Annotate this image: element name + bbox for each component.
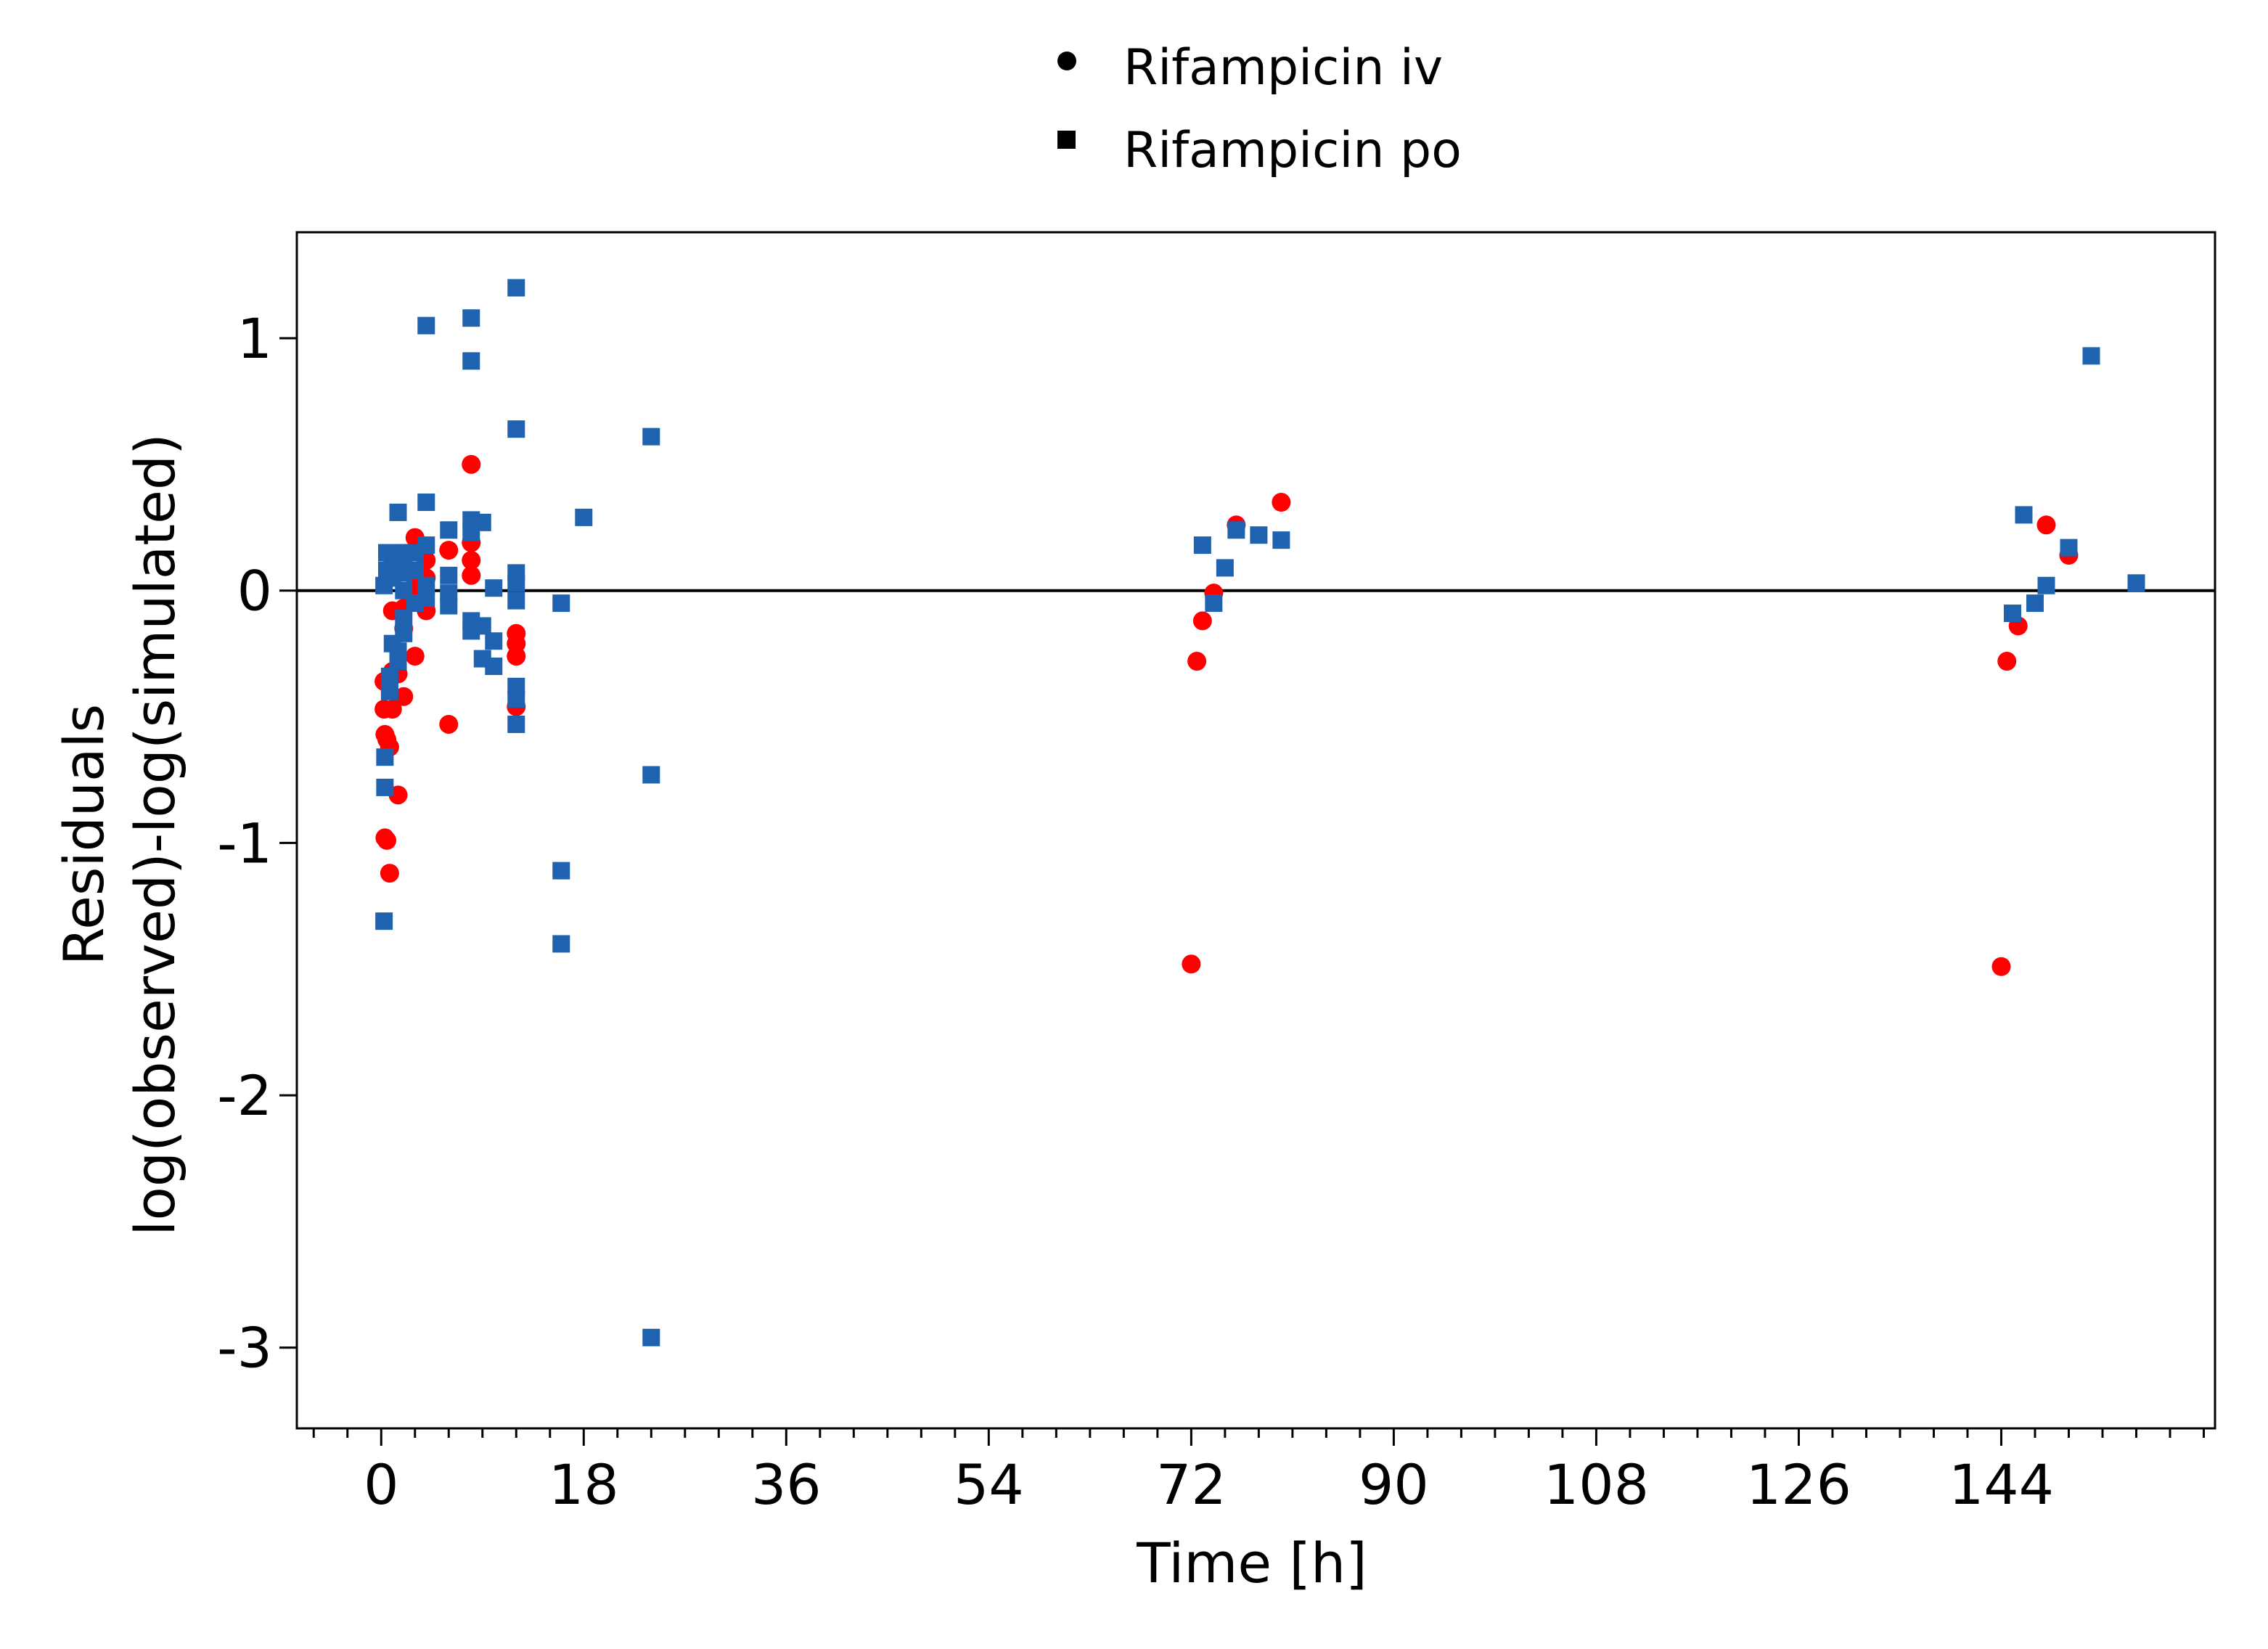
x-tick-label: 0: [364, 1452, 398, 1517]
data-point-square: [380, 682, 398, 700]
data-point-square: [1227, 521, 1245, 539]
data-point-square: [1193, 536, 1211, 555]
x-tick-label: 72: [1156, 1452, 1227, 1517]
data-point-square: [1272, 531, 1290, 549]
data-point-circle: [1182, 954, 1201, 974]
data-point-square: [376, 778, 394, 796]
data-point-circle: [377, 830, 397, 850]
data-point-circle: [2036, 515, 2056, 535]
data-point-square: [389, 652, 407, 671]
y-tick-label: 0: [237, 559, 272, 623]
data-point-square: [507, 592, 525, 610]
y-tick-label: -2: [217, 1063, 272, 1128]
x-tick-label: 54: [954, 1452, 1024, 1517]
data-point-square: [440, 597, 458, 615]
data-point-square: [462, 352, 480, 370]
y-tick-label: 1: [237, 306, 272, 371]
data-point-square: [507, 715, 525, 733]
data-point-square: [395, 609, 413, 627]
data-point-square: [1216, 559, 1234, 577]
data-point-circle: [1272, 493, 1291, 512]
data-point-square: [2026, 594, 2044, 613]
data-point-circle: [1991, 957, 2011, 976]
data-point-circle: [394, 687, 414, 706]
data-point-square: [376, 748, 394, 766]
data-point-square: [575, 508, 593, 526]
data-point-square: [473, 617, 491, 635]
plot-frame: [295, 231, 2216, 1430]
data-point-circle: [462, 454, 481, 474]
data-point-square: [507, 279, 525, 297]
data-point-circle: [405, 647, 425, 666]
data-point-square: [642, 1328, 660, 1346]
data-point-square: [2037, 576, 2055, 594]
y-axis-label-line-1: Residuals: [52, 704, 116, 966]
data-point-square: [2060, 539, 2078, 557]
data-point-circle: [439, 541, 459, 560]
data-point-circle: [1997, 652, 2017, 671]
data-point-square: [406, 561, 424, 579]
y-axis: 1 0 -1 -2 -3: [217, 306, 297, 1380]
data-point-square: [417, 494, 435, 512]
x-tick-label: 126: [1746, 1452, 1851, 1517]
data-point-square: [507, 420, 525, 438]
data-point-square: [2015, 506, 2033, 524]
x-tick-label: 36: [751, 1452, 822, 1517]
data-point-circle: [382, 700, 402, 719]
legend-label-iv: Rifampicin iv: [1123, 39, 1443, 97]
data-point-square: [642, 766, 660, 784]
data-point-square: [1205, 594, 1223, 613]
legend-marker-square-icon: [1057, 131, 1076, 149]
data-point-square: [1250, 526, 1268, 544]
data-point-circle: [462, 565, 481, 585]
x-tick-label: 90: [1359, 1452, 1429, 1517]
data-point-square: [440, 521, 458, 539]
y-tick-label: -3: [217, 1316, 272, 1380]
data-point-square: [417, 589, 435, 607]
y-axis-label-line-2: log(observed)-log(simulated): [123, 433, 187, 1235]
x-tick-label: 18: [549, 1452, 619, 1517]
data-point-square: [552, 594, 570, 613]
data-point-circle: [1187, 652, 1207, 671]
data-point-square: [507, 690, 525, 708]
data-point-square: [380, 667, 398, 685]
data-point-square: [395, 624, 413, 642]
legend-label-po: Rifampicin po: [1123, 122, 1462, 179]
data-point-circle: [380, 864, 399, 883]
x-axis-label: Time [h]: [1136, 1531, 1367, 1595]
data-point-square: [485, 632, 503, 650]
data-point-square: [417, 316, 435, 335]
data-point-square: [552, 862, 570, 880]
data-point-circle: [462, 550, 481, 570]
x-tick-label: 108: [1544, 1452, 1649, 1517]
data-point-circle: [439, 714, 459, 734]
legend: Rifampicin iv Rifampicin po: [1057, 39, 1462, 179]
data-point-square: [389, 503, 407, 521]
data-points: [374, 279, 2145, 1346]
y-tick-label: -1: [217, 811, 272, 875]
data-point-square: [462, 309, 480, 327]
data-point-square: [642, 427, 660, 446]
data-point-square: [507, 574, 525, 592]
data-point-square: [485, 579, 503, 597]
data-point-square: [2082, 347, 2100, 365]
data-point-square: [473, 513, 491, 531]
data-point-square: [552, 935, 570, 953]
data-point-circle: [507, 647, 526, 666]
data-point-square: [2003, 604, 2021, 622]
data-point-square: [417, 536, 435, 555]
legend-marker-circle-icon: [1057, 52, 1076, 70]
data-point-square: [485, 658, 503, 676]
data-point-square: [375, 912, 393, 930]
x-axis: 0 18 36 54 72 90 108 126 144: [312, 1428, 2205, 1517]
data-point-square: [2127, 574, 2145, 592]
x-tick-label: 144: [1949, 1452, 2054, 1517]
data-point-circle: [1192, 611, 1212, 631]
data-point-square: [440, 566, 458, 584]
